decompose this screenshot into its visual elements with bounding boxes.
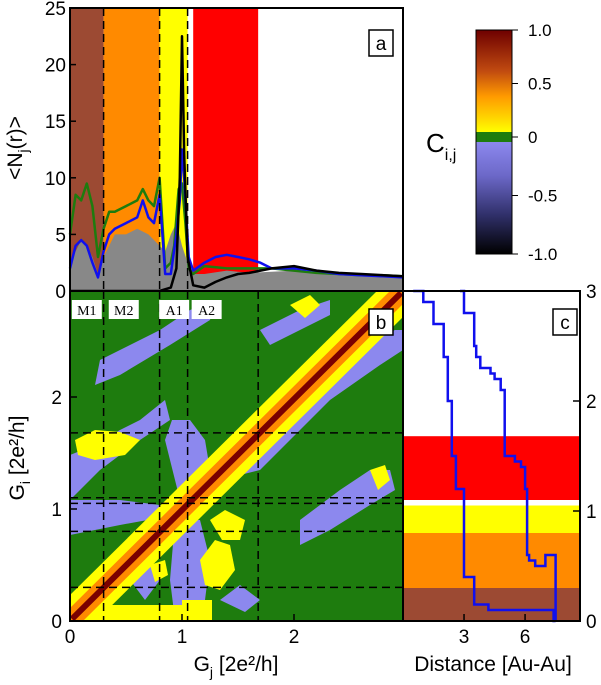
region-label-bg-1 — [108, 300, 139, 319]
panel-a-series — [68, 35, 403, 293]
panel-b-region-labels: M1 M2 A1 A2 — [71, 300, 222, 319]
a-ytick-label-0: 0 — [55, 282, 66, 303]
panel-a-label-box: a — [368, 29, 394, 57]
c-ytick-label-2: 2 — [586, 392, 597, 413]
positive-region-0 — [75, 430, 140, 460]
panel-c-x-label: Distance [Au-Au] — [414, 653, 572, 676]
negative-region-9 — [220, 585, 260, 612]
diagonal-core — [69, 290, 404, 622]
band-2 — [403, 505, 580, 533]
panel-c-ticks: 3 6 0 1 2 3 — [459, 282, 597, 648]
panel-a-label: a — [376, 34, 387, 55]
panel-c-series — [413, 289, 557, 623]
colorbar-frame — [475, 29, 513, 255]
band-0 — [403, 588, 580, 621]
region-label-0: M1 — [77, 304, 96, 319]
band-1 — [403, 533, 580, 588]
b-ytick-label-2: 2 — [51, 388, 62, 409]
panel-c-bands — [403, 436, 580, 621]
a-ytick-label-3: 15 — [45, 112, 66, 133]
colorbar-zero-band — [476, 132, 512, 142]
region-label-bg-2 — [159, 300, 190, 319]
b-ytick-label-0: 0 — [51, 612, 62, 633]
panel-b-x-label: Gj [2e²/h] — [194, 653, 279, 680]
a-ytick-label-1: 5 — [55, 225, 66, 246]
panel-b-diagonal — [69, 290, 404, 622]
region-0 — [70, 8, 104, 291]
negative-region-8 — [130, 565, 160, 600]
a-ytick-label-5: 25 — [45, 0, 66, 20]
panel-c-frame — [402, 290, 581, 622]
negative-region-1 — [70, 500, 180, 535]
cb-tick-label-1: 0.5 — [528, 75, 552, 94]
cb-tick-label-0: 1.0 — [528, 21, 552, 40]
series-black — [70, 35, 403, 293]
positive-region-2 — [210, 510, 245, 540]
bottom-strip-b — [182, 600, 212, 621]
colorbar: 1.0 0.5 0 -0.5 -1.0 Ci,j — [426, 21, 557, 264]
region-3 — [193, 8, 259, 291]
panel-c-label: c — [560, 313, 570, 334]
b-xtick-label-2: 2 — [289, 627, 300, 648]
b-ytick-label-1: 1 — [51, 500, 62, 521]
cb-tick-label-2: 0 — [528, 128, 537, 147]
panel-b: M1 M2 A1 A2 00 1 1 2 2 b Gi [2e²/h] Gj [2e²/h] — [6, 290, 404, 680]
colorbar-title: Ci,j — [426, 128, 456, 164]
region-label-bg-0 — [71, 300, 102, 319]
panel-a-regions — [70, 8, 259, 291]
c-ytick-label-3: 3 — [586, 282, 597, 303]
panel-c-label-box: c — [552, 308, 578, 336]
trace-0 — [413, 289, 556, 623]
negative-region-6 — [300, 470, 395, 545]
c-xtick-label-1: 6 — [520, 627, 531, 648]
band-3 — [403, 436, 580, 500]
c-ytick-label-0: 0 — [586, 612, 597, 633]
c-xtick-label-0: 3 — [459, 627, 470, 648]
region-label-bg-3 — [191, 300, 222, 319]
series-green — [68, 176, 403, 278]
cb-tick-label-3: -0.5 — [528, 187, 557, 206]
colorbar-negative — [476, 142, 512, 254]
panel-b-label-box: b — [368, 308, 394, 336]
panel-a: 0 5 10 15 20 25 a <Nj(r)> — [4, 0, 580, 303]
cb-tick-label-4: -1.0 — [528, 245, 557, 264]
colorbar-positive — [476, 30, 512, 132]
colorbar-ticks: 1.0 0.5 0 -0.5 -1.0 — [512, 21, 557, 264]
panel-a-y-ticks: 0 5 10 15 20 25 — [45, 0, 76, 303]
panel-b-y-label: Gi [2e²/h] — [6, 416, 33, 501]
c-ytick-label-1: 1 — [586, 502, 597, 523]
b-xtick-label-1: 1 — [177, 627, 188, 648]
panel-b-ticks: 00 1 1 2 2 — [51, 388, 299, 648]
panel-c: 3 6 0 1 2 3 c Distance [Au-Au] — [402, 282, 597, 676]
region-label-3: A2 — [198, 304, 215, 319]
positive-region-1 — [200, 540, 235, 590]
panel-a-y-label: <Nj(r)> — [4, 116, 31, 180]
region-label-2: A1 — [166, 304, 183, 319]
b-xtick-label-0: 0 — [65, 627, 76, 648]
region-label-1: M2 — [114, 304, 133, 319]
a-ytick-label-2: 10 — [45, 169, 66, 190]
negative-region-5 — [95, 300, 215, 385]
a-ytick-label-4: 20 — [45, 56, 66, 77]
panel-b-dashed-lines — [70, 291, 403, 621]
negative-region-3 — [170, 520, 210, 620]
positive-region-3 — [290, 295, 320, 318]
positive-region-5 — [370, 465, 390, 490]
trace-1 — [460, 289, 557, 621]
panel-b-label: b — [376, 313, 387, 334]
